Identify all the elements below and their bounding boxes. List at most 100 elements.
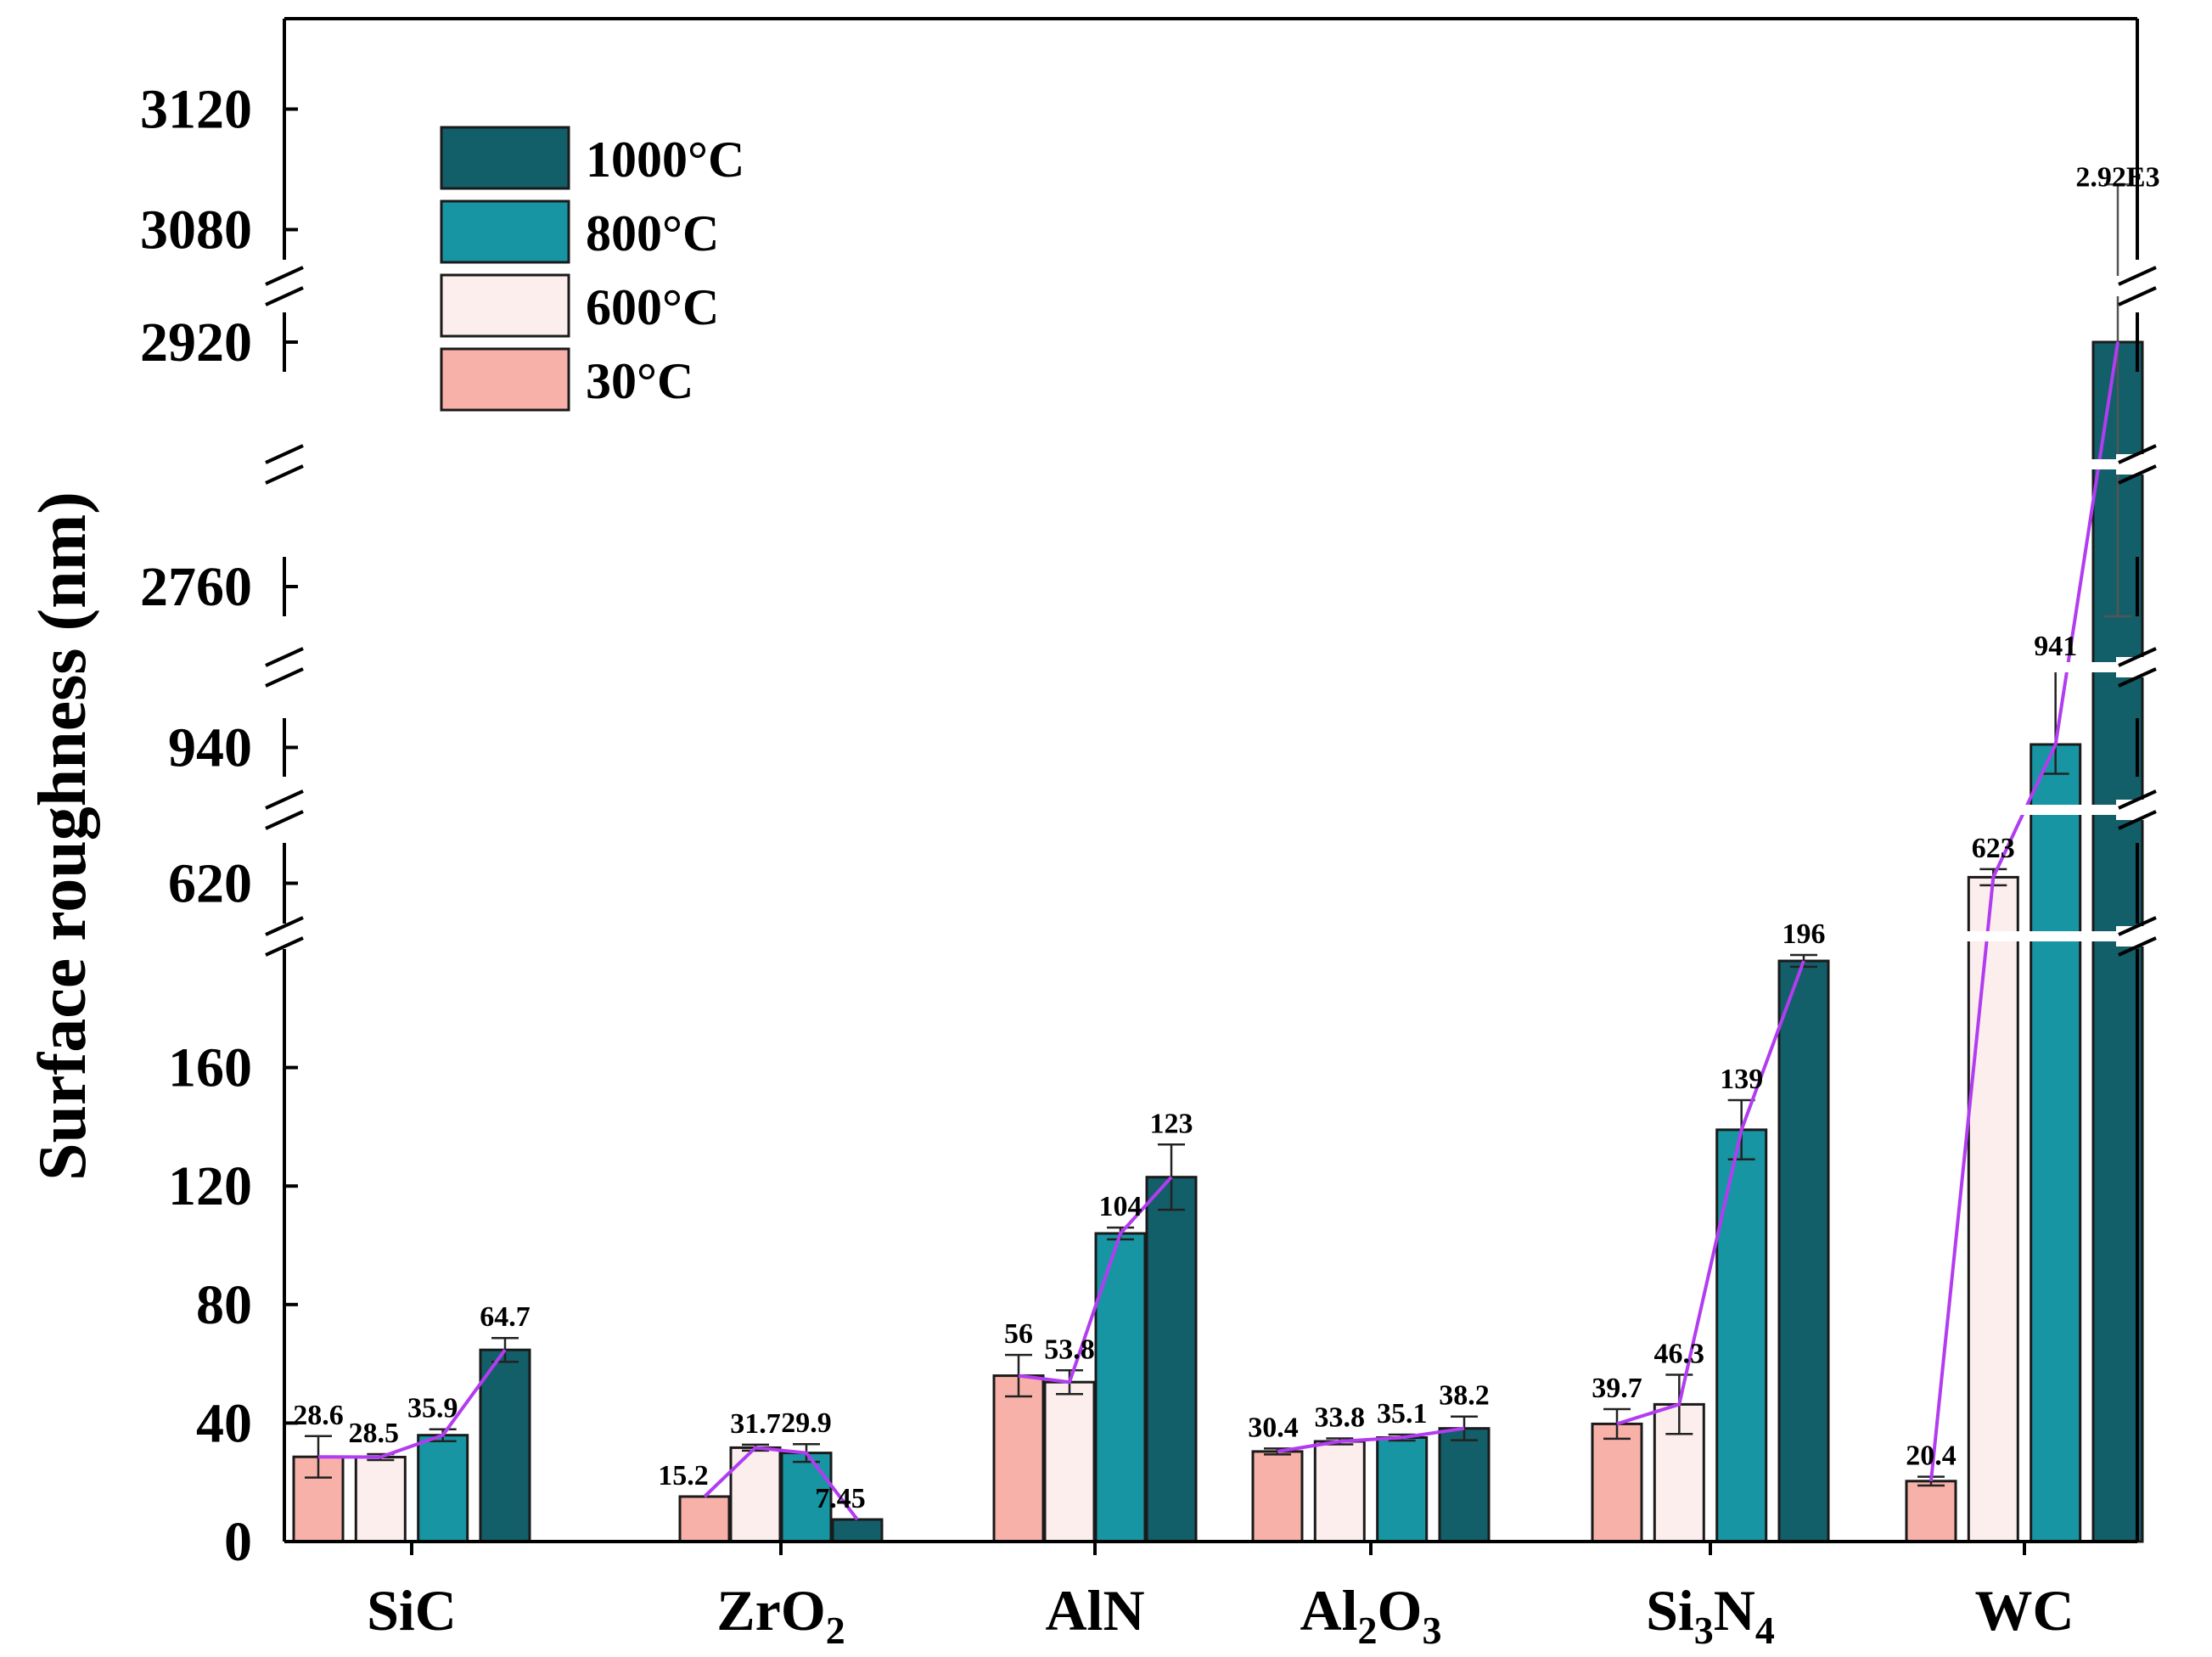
axis-break-gap	[288, 931, 2134, 941]
bar-wc-800c	[2030, 743, 2082, 1543]
bar-wc-600c	[1967, 875, 2019, 1543]
y-tick-label: 2920	[140, 312, 252, 374]
axis-break-mask	[2116, 276, 2159, 296]
bar-sic-1000c	[479, 1348, 531, 1543]
axis-break-mark	[265, 810, 304, 830]
axis-break-mask	[263, 454, 306, 475]
error-bars-layer	[305, 183, 2131, 1487]
data-label: 15.2	[658, 1460, 709, 1491]
axis-break-gap	[288, 662, 2134, 672]
axis-break-mask	[2116, 454, 2159, 475]
axis-break-mask	[263, 276, 306, 296]
legend-swatch	[440, 347, 570, 412]
data-label: 46.3	[1654, 1339, 1705, 1370]
axis-break-mark	[265, 464, 304, 485]
data-label: 53.8	[1044, 1334, 1095, 1365]
bar-zro2-30c	[678, 1495, 731, 1543]
axes-layer: 0 40 80 120 160 620 940 2760 2920 3080 3120 SiC ZrO2…	[140, 17, 2139, 1652]
y-tick-label: 0	[224, 1511, 252, 1573]
trend-lines-layer	[317, 341, 2119, 1521]
legend-swatch	[440, 199, 570, 264]
bar-si3n4-30c	[1591, 1422, 1643, 1543]
data-label: 29.9	[781, 1407, 832, 1439]
axis-break-mark	[2118, 266, 2157, 286]
bar-al2o3-800c	[1376, 1436, 1429, 1543]
data-label: 35.9	[407, 1393, 458, 1424]
y-tick-label: 80	[196, 1274, 252, 1336]
legend-label: 800°C	[586, 205, 719, 261]
y-tick-label: 160	[168, 1037, 252, 1099]
axis-break-mark	[265, 916, 304, 936]
data-label: 33.8	[1315, 1402, 1366, 1434]
error-bar	[1005, 1353, 1032, 1398]
axis-break-mark	[2118, 789, 2157, 810]
x-tick-label: SiC	[367, 1578, 457, 1643]
legend-swatch	[440, 273, 570, 338]
legend-label: 600°C	[586, 279, 719, 335]
axis-break-mask	[263, 800, 306, 820]
axis-break-mark	[2118, 916, 2157, 936]
bar-si3n4-1000c	[1777, 959, 1830, 1543]
x-tick-label: WC	[1974, 1578, 2074, 1643]
y-tick-label: 3080	[140, 199, 252, 261]
axis-break-mark	[2118, 810, 2157, 830]
trend-line-al2o3	[1277, 1426, 1465, 1453]
y-tick-label: 2760	[140, 556, 252, 618]
x-tick-label: ZrO2	[716, 1578, 845, 1652]
bar-wc-30c	[1905, 1480, 1957, 1543]
axis-break-gap	[288, 805, 2134, 815]
data-label: 7.45	[815, 1483, 866, 1514]
bars-layer	[292, 340, 2144, 1543]
axis-break-mark	[265, 266, 304, 286]
data-label: 39.7	[1592, 1373, 1642, 1404]
bar-al2o3-600c	[1313, 1440, 1366, 1543]
data-label: 28.5	[349, 1418, 400, 1449]
x-tick-label: AlN	[1045, 1578, 1144, 1643]
y-tick-label: 120	[168, 1155, 252, 1217]
bar-sic-800c	[417, 1434, 469, 1543]
data-label: 38.2	[1439, 1380, 1490, 1412]
legend-label: 1000°C	[586, 132, 744, 188]
data-label: 35.1	[1377, 1398, 1428, 1430]
axis-break-mark	[2118, 286, 2157, 306]
data-label: 104	[1099, 1191, 1142, 1222]
data-label: 28.6	[293, 1400, 344, 1431]
axis-break-mask	[263, 657, 306, 677]
bar-zro2-1000c	[831, 1518, 884, 1543]
axis-break-mask	[2116, 657, 2159, 677]
y-tick-label: 3120	[140, 79, 252, 141]
axis-break-mark	[2118, 647, 2157, 667]
legend: 1000°C 800°C 600°C 30°C	[440, 126, 744, 412]
data-label: 31.7	[730, 1408, 781, 1440]
bar-al2o3-1000c	[1438, 1427, 1491, 1543]
trend-line-zro2	[703, 1446, 859, 1521]
y-tick-label: 40	[196, 1392, 252, 1454]
trend-line-aln	[1018, 1176, 1173, 1385]
bar-aln-30c	[992, 1374, 1045, 1543]
legend-label: 30°C	[586, 353, 693, 409]
trend-line-si3n4	[1616, 960, 1805, 1426]
axis-break-mark	[265, 667, 304, 688]
error-bar	[2104, 183, 2131, 618]
data-label: 20.4	[1906, 1441, 1957, 1472]
data-label: 56	[1004, 1318, 1033, 1350]
axis-break-mask	[2116, 800, 2159, 820]
bar-zro2-600c	[729, 1446, 782, 1543]
y-tick-label: 940	[168, 717, 252, 779]
axis-break-mark	[265, 286, 304, 306]
bar-al2o3-30c	[1251, 1450, 1304, 1543]
axis-break-gap	[288, 281, 2134, 291]
x-tick-label: Al2O3	[1300, 1578, 1442, 1652]
trend-line-sic	[317, 1349, 507, 1459]
axis-breaks-layer	[263, 266, 2159, 957]
axis-break-mark	[265, 444, 304, 464]
data-label: 123	[1150, 1108, 1193, 1139]
bar-aln-600c	[1043, 1380, 1096, 1543]
axis-break-gap	[288, 459, 2134, 469]
y-axis-label: Surface roughness (nm)	[25, 491, 100, 1181]
axis-break-mask	[263, 926, 306, 946]
trend-line-wc	[1929, 341, 2119, 1482]
error-bar	[1603, 1407, 1631, 1441]
